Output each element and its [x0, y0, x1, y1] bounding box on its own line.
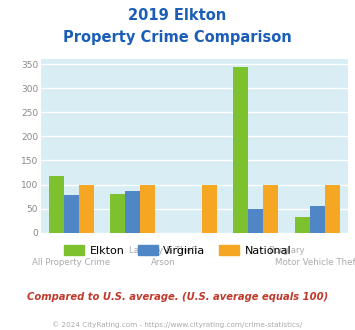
Text: 2019 Elkton: 2019 Elkton	[129, 8, 226, 23]
Bar	[233, 67, 248, 233]
Legend: Elkton, Virginia, National: Elkton, Virginia, National	[60, 240, 295, 260]
Text: Larceny & Theft: Larceny & Theft	[129, 246, 198, 255]
Bar	[248, 209, 263, 233]
Text: Burglary: Burglary	[268, 246, 305, 255]
Bar	[263, 184, 278, 233]
Bar	[202, 184, 217, 233]
Bar	[49, 176, 64, 233]
Bar	[325, 184, 340, 233]
Text: Arson: Arson	[151, 258, 176, 267]
Text: Property Crime Comparison: Property Crime Comparison	[63, 30, 292, 45]
Bar	[125, 191, 141, 233]
Text: © 2024 CityRating.com - https://www.cityrating.com/crime-statistics/: © 2024 CityRating.com - https://www.city…	[53, 322, 302, 328]
Text: Motor Vehicle Theft: Motor Vehicle Theft	[275, 258, 355, 267]
Bar	[79, 184, 94, 233]
Text: All Property Crime: All Property Crime	[32, 258, 111, 267]
Bar	[64, 195, 79, 233]
Bar	[310, 206, 325, 233]
Text: Compared to U.S. average. (U.S. average equals 100): Compared to U.S. average. (U.S. average …	[27, 292, 328, 302]
Bar	[110, 194, 125, 233]
Bar	[141, 184, 155, 233]
Bar	[295, 217, 310, 233]
